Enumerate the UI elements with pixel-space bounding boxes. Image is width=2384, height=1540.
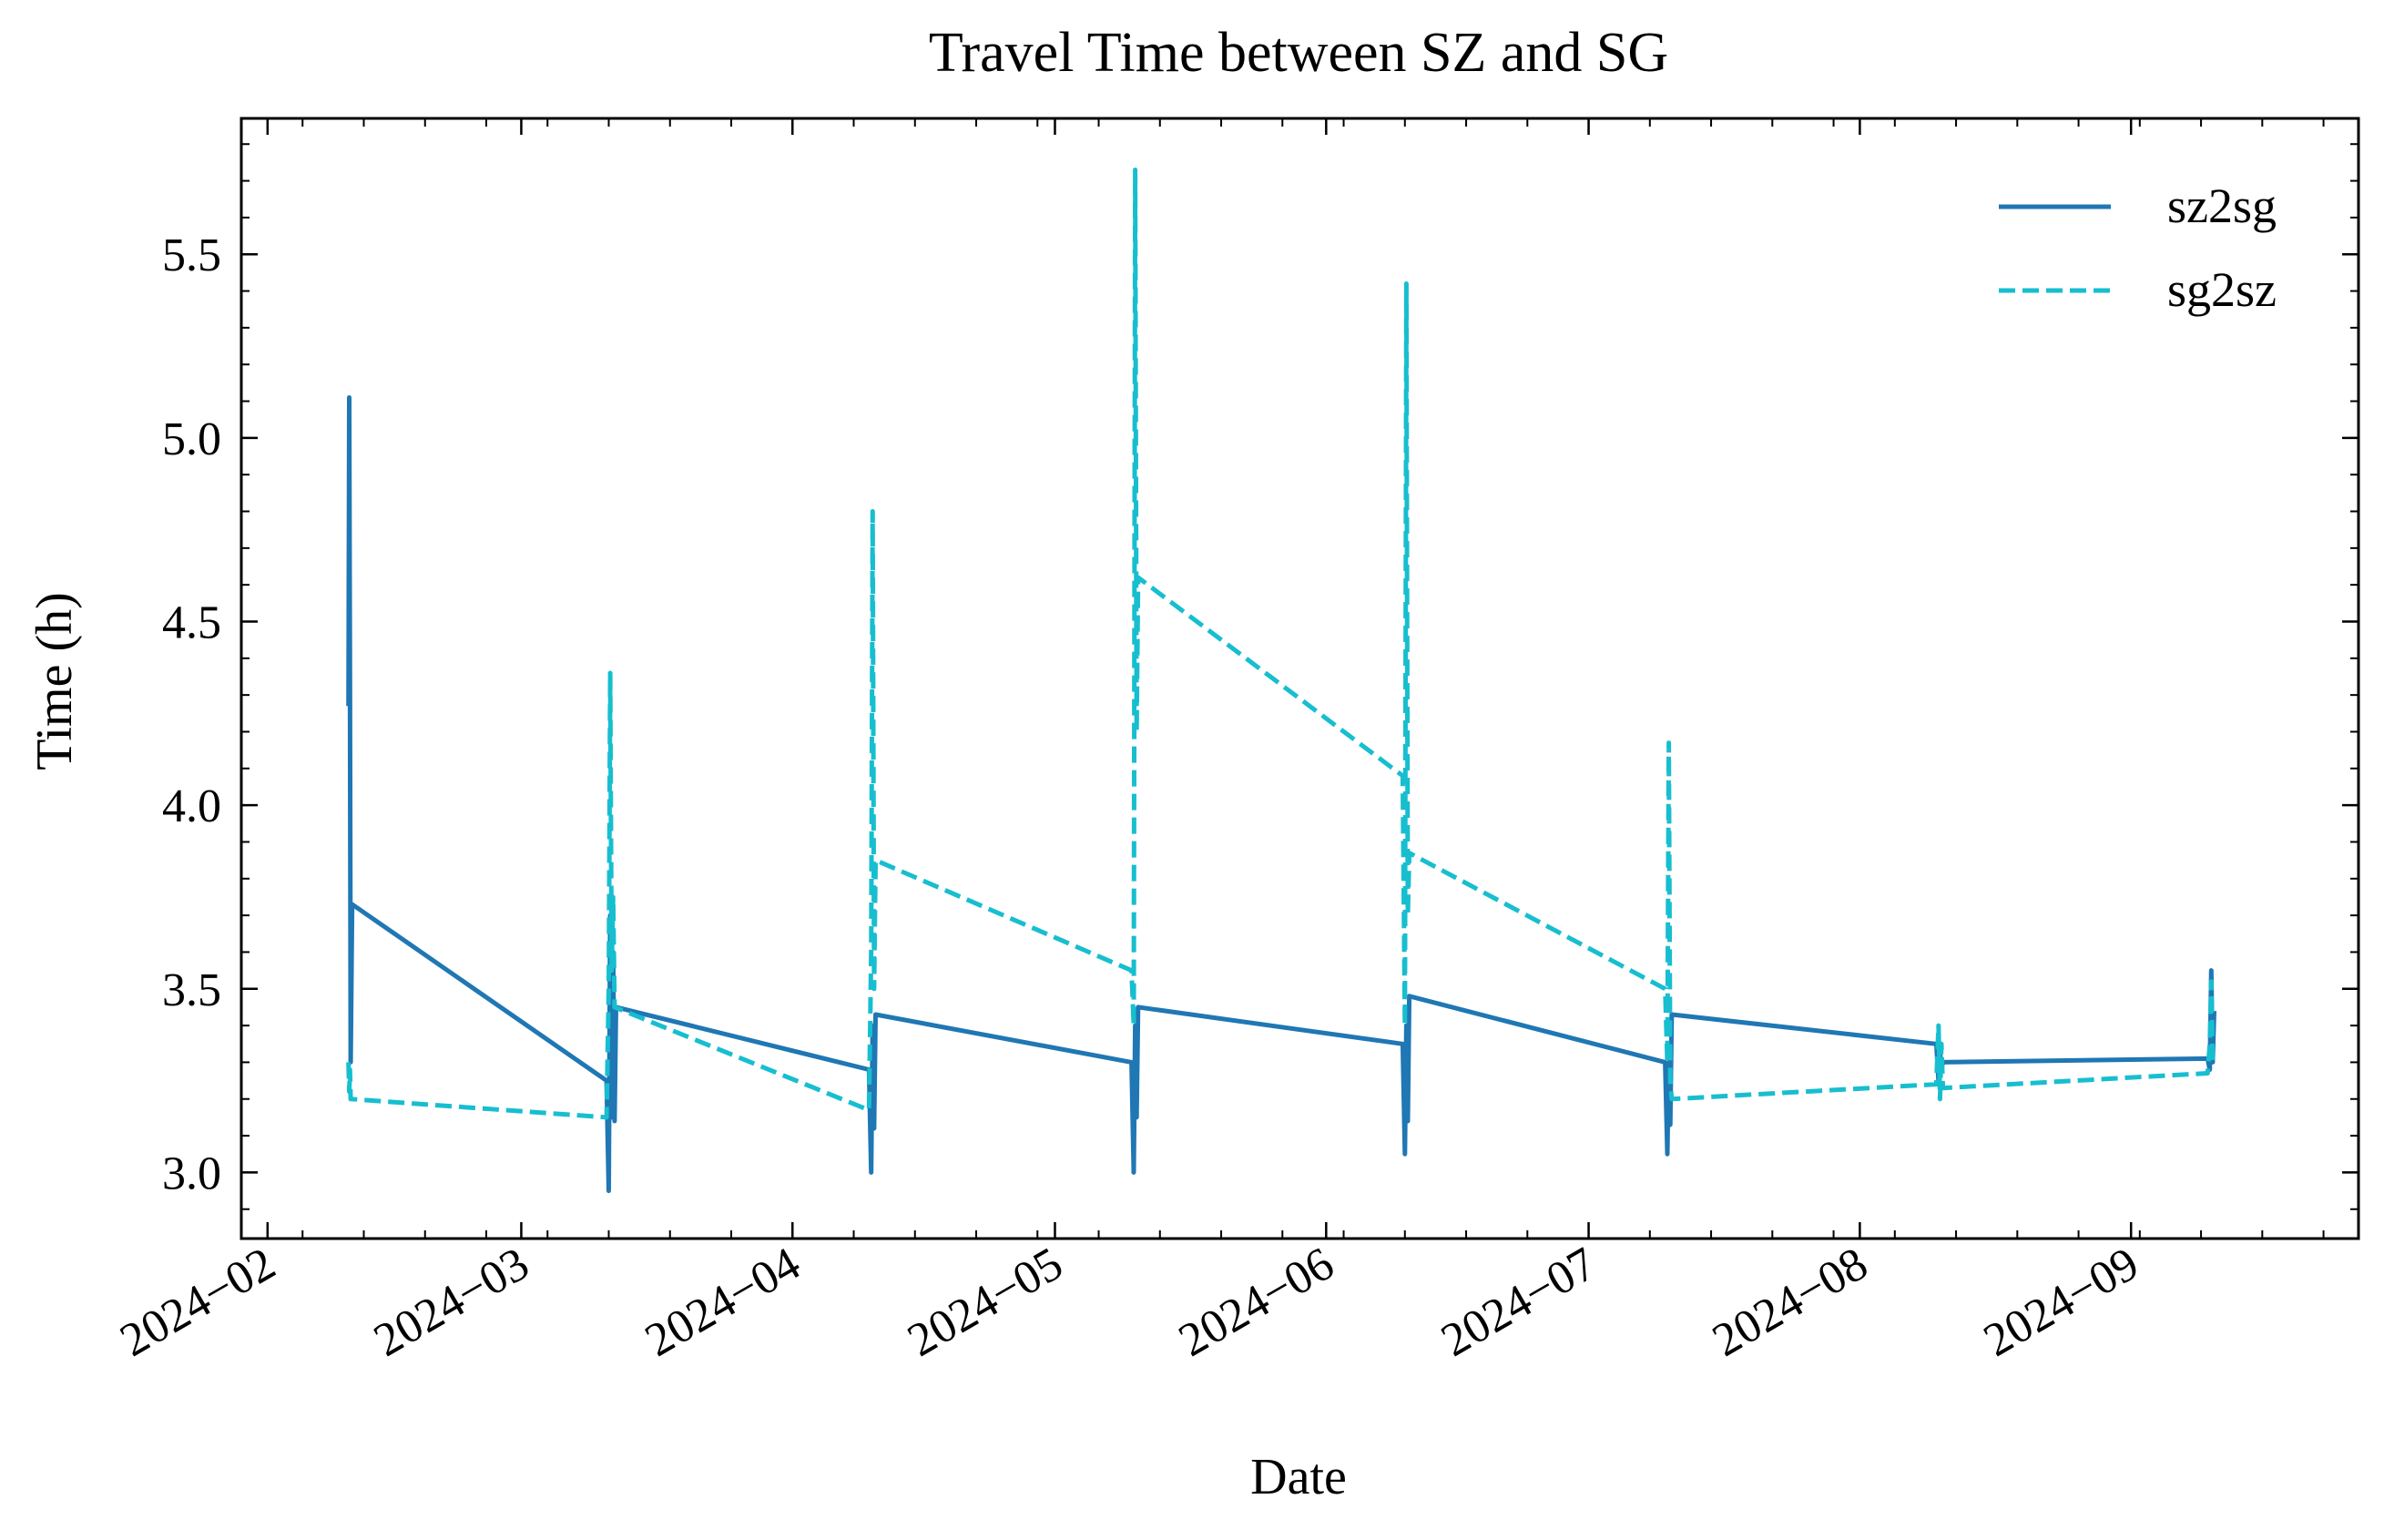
x-tick-label: 2024−02 <box>112 1238 284 1367</box>
y-tick-label: 3.0 <box>162 1147 221 1199</box>
series-layer <box>346 168 2216 1194</box>
x-axis-label: Date <box>1250 1449 1347 1505</box>
y-axis-label: Time (h) <box>26 592 83 770</box>
series-line-sg2sz <box>346 168 2216 1120</box>
plot-frame <box>239 117 2360 1240</box>
y-tick-label: 3.5 <box>162 964 221 1016</box>
y-tick-label: 4.0 <box>162 780 221 832</box>
y-tick-label: 5.5 <box>162 229 221 281</box>
legend-label-sg2sz: sg2sz <box>2167 262 2277 317</box>
y-tick-label: 5.0 <box>162 413 221 465</box>
axes-layer: 3.0 3.5 4.0 4.5 5.0 5.5 2024−02 2024−03 2024−04 2… <box>112 117 2360 1367</box>
x-tick-label: 2024−08 <box>1704 1238 1876 1367</box>
x-tick-label: 2024−06 <box>1170 1238 1342 1367</box>
legend-label-sz2sg: sz2sg <box>2167 178 2277 233</box>
y-tick-label: 4.5 <box>162 597 221 648</box>
x-tick-label: 2024−07 <box>1433 1238 1605 1367</box>
chart-title: Travel Time between SZ and SG <box>929 22 1668 84</box>
series-line-sz2sg <box>346 395 2216 1194</box>
x-tick-label: 2024−03 <box>365 1238 537 1367</box>
x-tick-label: 2024−04 <box>637 1238 809 1367</box>
legend: sz2sg sg2sz <box>1999 178 2277 317</box>
x-tick-label: 2024−09 <box>1975 1238 2147 1367</box>
x-tick-label: 2024−05 <box>900 1238 1072 1367</box>
